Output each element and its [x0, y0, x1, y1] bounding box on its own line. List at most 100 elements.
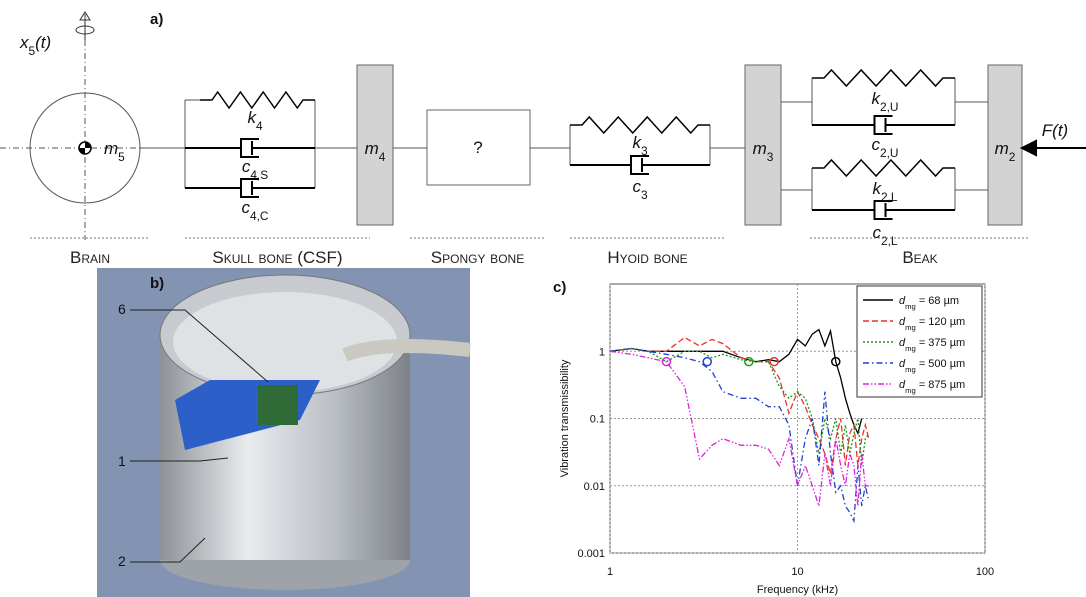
legend-subscript: mg	[905, 323, 916, 332]
mass-symbol	[79, 142, 91, 154]
symbol-label-sub: 4,C	[250, 209, 269, 223]
symbol-label-base: m	[104, 139, 118, 158]
callout: 2	[118, 553, 126, 569]
series-line	[609, 336, 870, 475]
unknown-box	[426, 109, 531, 186]
series-line	[609, 347, 870, 524]
force-arrow	[1019, 139, 1086, 157]
symbol-label: m2	[995, 139, 1016, 164]
spring	[812, 158, 955, 178]
symbol-label-sub: 5	[118, 150, 125, 164]
symbol-label-base: c	[242, 157, 251, 176]
diagram: a) ? x5(t)m5k4c4,Sc4,Cm4k3c3m3k2,Uc2,Uk2…	[0, 11, 1086, 267]
connector	[140, 100, 357, 188]
symbol-label-base: k	[871, 89, 881, 108]
legend-entry: dmg = 375 µm	[899, 337, 965, 353]
legend-entry: dmg = 500 µm	[899, 358, 965, 374]
connector	[393, 125, 745, 165]
symbol-label-sub: 5	[29, 44, 36, 58]
y-axis-label: Vibration transmissibility	[559, 359, 571, 477]
photo: b) 6 1 2	[97, 268, 471, 597]
symbol-label-base: k	[872, 179, 882, 198]
symbol-label-sub: 2,L	[881, 190, 898, 204]
symbol-label-sub: 2,U	[880, 146, 899, 160]
damper	[812, 200, 955, 220]
section-label: Brain	[70, 248, 110, 267]
mass-block	[987, 64, 1023, 226]
callout: 1	[118, 453, 126, 469]
symbol-label: k4	[247, 108, 263, 133]
legend-text: = 875 µm	[919, 379, 965, 391]
x-tick-label: 100	[976, 566, 994, 578]
symbol-label-sub: 3	[641, 144, 648, 158]
damper	[185, 138, 315, 158]
symbol-label-sub: 4	[379, 150, 386, 164]
symbol-label: m5	[104, 139, 125, 164]
symbol-label-sub: 3	[767, 150, 774, 164]
legend-entry: dmg = 120 µm	[899, 316, 965, 332]
x-tick-label: 10	[791, 566, 803, 578]
symbol-label-sub: 3	[641, 188, 648, 202]
symbol-label-base: c	[872, 223, 881, 242]
legend-text: = 68 µm	[919, 295, 959, 307]
symbol-label: c4,S	[242, 157, 268, 182]
spring	[812, 68, 955, 88]
y-tick-label: 0.1	[590, 414, 605, 426]
symbol-label: F(t)	[1042, 121, 1068, 140]
damper	[185, 178, 315, 198]
panel-label: b)	[150, 275, 164, 292]
symbol-label: c2,L	[872, 223, 897, 248]
spring	[200, 90, 315, 110]
legend-text: = 375 µm	[919, 337, 965, 349]
x-axis-label: Frequency (kHz)	[757, 584, 838, 596]
legend-symbol: d	[899, 379, 906, 391]
section-label: Beak	[902, 248, 937, 267]
legend-symbol: d	[899, 337, 906, 349]
series-line	[609, 328, 863, 436]
callout-line	[130, 309, 269, 563]
y-tick-label: 1	[599, 346, 605, 358]
symbol-label: k2,U	[871, 89, 898, 114]
legend-symbol: d	[899, 358, 906, 370]
legend-symbol: d	[899, 316, 906, 328]
sensor	[258, 385, 298, 425]
section-label: Hyoid bone	[607, 248, 687, 267]
symbol-label-base: m	[753, 139, 767, 158]
damper	[570, 155, 710, 175]
legend-box	[856, 285, 983, 398]
symbol-label-sub: 2,L	[881, 234, 898, 248]
section-label: Spongy bone	[431, 248, 524, 267]
callout: 6	[118, 301, 126, 317]
series-marker	[831, 356, 841, 367]
section-label: Skull bone (CSF)	[212, 248, 342, 267]
series-marker	[661, 356, 672, 367]
mass-block	[744, 64, 782, 226]
glass-beads	[173, 292, 397, 392]
symbol-label-sub: 2,U	[880, 100, 899, 114]
legend-entry: dmg = 875 µm	[899, 379, 965, 395]
symbol-label-base: m	[995, 139, 1009, 158]
symbol-label: m4	[365, 139, 386, 164]
legend-text: = 120 µm	[919, 316, 965, 328]
legend-subscript: mg	[905, 386, 916, 395]
legend-subscript: mg	[905, 365, 916, 374]
mass-block	[356, 64, 394, 226]
legend-subscript: mg	[905, 344, 916, 353]
symbol-label: m3	[753, 139, 774, 164]
symbol-label-base: c	[871, 135, 880, 154]
symbol-label: x5(t)	[19, 33, 51, 58]
series-line	[609, 350, 869, 507]
panel-label: c)	[553, 279, 566, 296]
y-tick-label: 0.01	[584, 481, 605, 493]
symbol-label: c3	[632, 177, 648, 202]
symbol-label-base: F(t)	[1042, 121, 1068, 140]
symbol-label: k2,L	[872, 179, 897, 204]
symbol-label-base: x	[19, 33, 29, 52]
symbol-label: c2,U	[871, 135, 898, 160]
chart: c) 0.001 0.01 0.1 1 1 10 100 Frequency (kHz) Vibr…	[553, 279, 994, 596]
series-line	[609, 347, 870, 466]
legend-entry: dmg = 68 µm	[899, 295, 959, 311]
series-marker	[744, 356, 754, 367]
symbol-label-sub: 4	[256, 119, 263, 133]
x-tick-label: 1	[607, 566, 613, 578]
